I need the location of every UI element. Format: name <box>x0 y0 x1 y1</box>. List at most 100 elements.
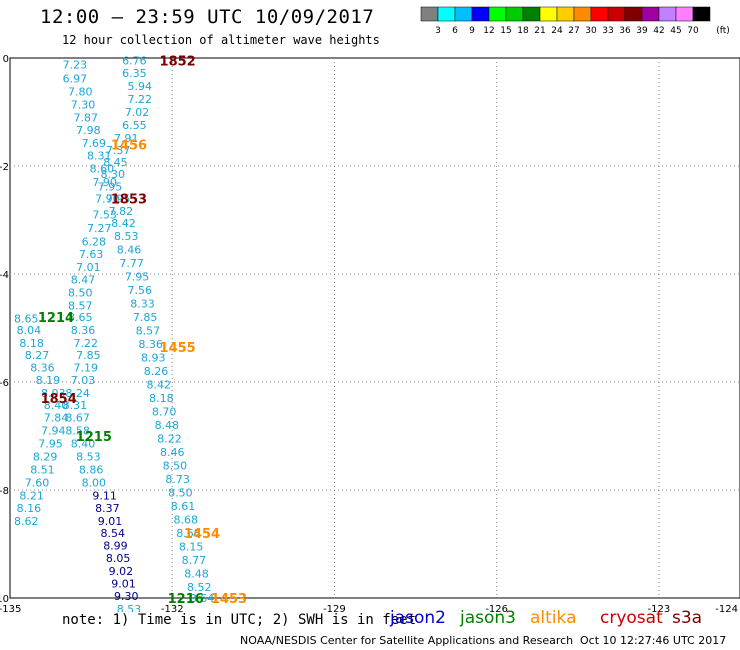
y-tick-label: -6 <box>0 378 9 389</box>
legend-jason2: jason2 <box>390 608 446 628</box>
legend-jason3: jason3 <box>460 608 516 628</box>
wave-height-label: 6.55 <box>122 119 147 132</box>
wave-height-label: 8.52 <box>187 581 212 594</box>
colorbar-label: 33 <box>602 26 613 36</box>
wave-height-label: 8.16 <box>17 502 42 515</box>
pass-time-label: 1214 <box>38 311 74 326</box>
colorbar-label: 3 <box>435 26 441 36</box>
wave-height-label: 6.28 <box>82 236 107 249</box>
wave-height-label: 8.40 <box>44 399 69 412</box>
wave-height-label: 7.77 <box>119 257 144 270</box>
wave-height-label: 8.68 <box>173 514 198 527</box>
wave-height-label: 7.37 <box>106 144 131 157</box>
wave-height-label: 7.02 <box>125 106 150 119</box>
wave-height-label: 8.36 <box>71 324 96 337</box>
colorbar-swatch <box>692 6 711 22</box>
wave-height-label: 7.90 <box>95 192 120 205</box>
wave-height-label: 8.51 <box>30 463 55 476</box>
wave-height-label: 7.22 <box>73 337 98 350</box>
wave-height-label: 6.97 <box>63 73 88 86</box>
y-tick-label: -2 <box>0 162 9 173</box>
wave-height-label: 7.30 <box>71 98 96 111</box>
wave-height-label: 8.46 <box>160 446 185 459</box>
colorbar-unit: (ft) <box>716 26 730 36</box>
wave-height-label: 8.50 <box>168 487 193 500</box>
wave-height-label: 7.27 <box>87 222 112 235</box>
x-tick-label: -126 <box>485 604 508 612</box>
legend-altika: altika <box>530 608 577 628</box>
wave-height-label: 7.85 <box>76 349 101 362</box>
pass-time-label: 1854 <box>41 392 77 407</box>
wave-height-label: 8.04 <box>17 324 42 337</box>
wave-height-label: 8.31 <box>63 399 88 412</box>
wave-height-label: 8.33 <box>130 298 155 311</box>
colorbar-label: 15 <box>500 26 511 36</box>
wave-height-label: 8.29 <box>33 451 58 464</box>
wave-height-label: 8.67 <box>65 412 90 425</box>
wave-height-label: 8.27 <box>25 349 50 362</box>
wave-height-label: 8.42 <box>146 379 171 392</box>
colorbar-label: 12 <box>483 26 494 36</box>
wave-height-label: 7.95 <box>125 271 150 284</box>
wave-height-label: 8.65 <box>68 311 93 324</box>
wave-height-label: 8.47 <box>71 273 96 286</box>
wave-height-label: 8.15 <box>179 541 204 554</box>
wave-height-label: 8.50 <box>68 286 93 299</box>
wave-height-label: 7.94 <box>41 425 66 438</box>
wave-height-label: 8.86 <box>79 463 104 476</box>
colorbar-label: 9 <box>469 26 475 36</box>
wave-height-label: 7.98 <box>76 124 101 137</box>
wave-height-label: 8.30 <box>100 168 125 181</box>
wave-height-label: 8.40 <box>71 438 96 451</box>
wave-height-label: 8.19 <box>36 374 61 387</box>
colorbar-label: 39 <box>636 26 648 36</box>
wave-height-label: 8.46 <box>117 244 142 257</box>
wave-height-label: 7.87 <box>73 111 98 124</box>
chart-title: 12:00 – 23:59 UTC 10/09/2017 <box>40 6 375 28</box>
wave-height-label: 8.50 <box>163 460 188 473</box>
pass-time-label: 1454 <box>184 527 220 542</box>
pass-time-label: 1453 <box>211 592 247 607</box>
wave-height-label: 8.36 <box>30 361 55 374</box>
wave-height-label: 8.31 <box>87 150 112 163</box>
wave-height-label: 8.05 <box>106 552 131 565</box>
wave-height-label: 8.48 <box>155 419 180 432</box>
wave-height-label: 7.03 <box>71 374 96 387</box>
x-tick-label: -129 <box>323 604 346 612</box>
wave-height-label: 7.95 <box>106 192 131 205</box>
colorbar-label: 18 <box>517 26 529 36</box>
colorbar-label: 27 <box>568 26 579 36</box>
wave-height-label: 8.21 <box>19 489 44 502</box>
wave-height-label: 7.56 <box>128 284 153 297</box>
wave-height-label: 7.22 <box>128 93 153 106</box>
pass-time-label: 1852 <box>160 55 196 70</box>
wave-height-label: 8.64 <box>190 592 215 605</box>
wave-height-label: 8.68 <box>176 527 201 540</box>
wave-height-label: 8.77 <box>182 554 207 567</box>
wave-height-label: 8.99 <box>103 540 128 553</box>
credit-text: NOAA/NESDIS Center for Satellite Applica… <box>240 634 574 647</box>
wave-height-label: 8.22 <box>157 433 182 446</box>
wave-height-label: 8.53 <box>117 603 142 612</box>
colorbar-label: 30 <box>585 26 597 36</box>
legend-cryosat: cryosat <box>600 608 663 628</box>
wave-height-label: 8.36 <box>138 338 163 351</box>
wave-height-label: 7.82 <box>109 205 134 218</box>
wave-height-label: 8.60 <box>90 163 115 176</box>
pass-time-label: 1216 <box>168 592 204 607</box>
wave-height-label: 7.01 <box>76 261 101 274</box>
wave-height-label: 8.37 <box>95 502 120 515</box>
wave-height-label: 8.53 <box>114 230 139 243</box>
x-tick-label: -132 <box>161 604 184 612</box>
wave-height-label: 7.53 <box>92 209 117 222</box>
wave-height-label: 8.48 <box>184 568 209 581</box>
colorbar-label: 24 <box>551 26 563 36</box>
wave-height-label: 9.30 <box>114 590 139 603</box>
wave-height-label: 8.65 <box>14 312 39 325</box>
wave-height-label: 8.03 <box>41 387 66 400</box>
colorbar-label: 70 <box>687 26 699 36</box>
colorbar-label: 36 <box>619 26 631 36</box>
footnote: note: 1) Time is in UTC; 2) SWH is in fe… <box>62 612 417 628</box>
wave-height-label: 8.18 <box>19 337 44 350</box>
pass-time-label: 1455 <box>160 341 196 356</box>
